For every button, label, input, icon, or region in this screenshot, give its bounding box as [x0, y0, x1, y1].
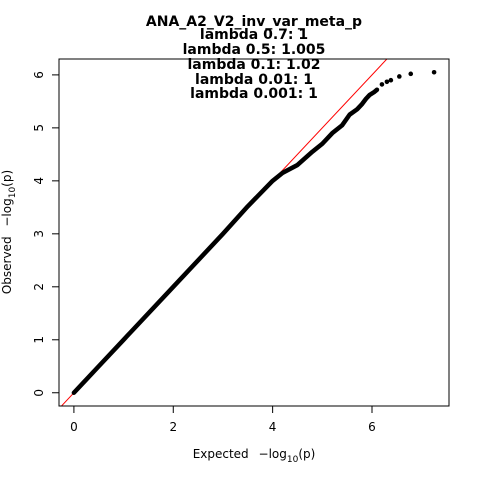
- y-tick-label-2: 2: [32, 283, 46, 291]
- data-point-5: [408, 71, 414, 77]
- x-tick-label-0: 0: [70, 420, 78, 434]
- title-line-2: lambda 0.7: 1: [200, 27, 308, 43]
- y-tick-label-0: 0: [32, 389, 46, 397]
- plot-frame: [58, 58, 450, 407]
- y-tick-label-1: 1: [32, 336, 46, 344]
- title-line-6: lambda 0.001: 1: [190, 86, 318, 102]
- data-point-3: [388, 77, 394, 83]
- data-point-6: [431, 69, 437, 75]
- y-axis-label: Observed −log10(p): [0, 170, 18, 294]
- data-point-2: [384, 79, 390, 85]
- y-tick-label-4: 4: [32, 177, 46, 185]
- chart-title: ANA_A2_V2_inv_var_meta_p lambda 0.7: 1 l…: [146, 14, 362, 102]
- x-axis-label: Expected −log10(p): [193, 447, 316, 465]
- y-tick-label-3: 3: [32, 230, 46, 238]
- y-tick-label-6: 6: [32, 71, 46, 79]
- title-line-1: ANA_A2_V2_inv_var_meta_p: [146, 14, 362, 30]
- y-tick-label-5: 5: [32, 124, 46, 132]
- title-line-5: lambda 0.01: 1: [195, 72, 313, 88]
- x-axis: 0 2 4 6: [70, 406, 376, 434]
- title-line-4: lambda 0.1: 1.02: [187, 57, 320, 73]
- title-line-3: lambda 0.5: 1.005: [183, 42, 326, 58]
- tail-points: [379, 69, 437, 87]
- data-point-4: [397, 74, 402, 79]
- y-axis: 0 1 2 3 4 5 6: [32, 71, 59, 397]
- x-tick-label-4: 4: [269, 420, 277, 434]
- x-tick-label-2: 2: [169, 420, 177, 434]
- x-tick-label-6: 6: [368, 420, 376, 434]
- data-curve: [71, 87, 380, 396]
- data-point-1: [379, 82, 385, 87]
